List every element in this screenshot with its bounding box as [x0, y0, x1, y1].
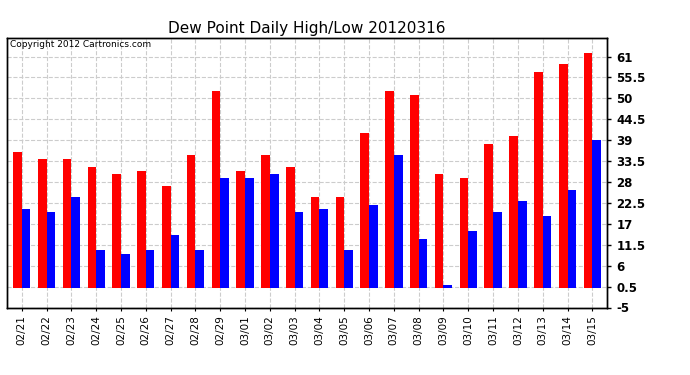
Bar [534, 72, 543, 288]
Bar [286, 167, 295, 288]
Bar [360, 133, 369, 288]
Bar [543, 216, 551, 288]
Bar [187, 155, 195, 288]
Title: Dew Point Daily High/Low 20120316: Dew Point Daily High/Low 20120316 [168, 21, 446, 36]
Bar [13, 152, 22, 288]
Bar [385, 91, 394, 288]
Bar [559, 64, 567, 288]
Bar [195, 251, 204, 288]
Bar [237, 171, 245, 288]
Bar [310, 197, 319, 288]
Bar [518, 201, 526, 288]
Bar [170, 235, 179, 288]
Bar [137, 171, 146, 288]
Bar [112, 174, 121, 288]
Bar [295, 212, 304, 288]
Bar [71, 197, 80, 288]
Bar [121, 254, 130, 288]
Bar [435, 174, 444, 288]
Bar [584, 53, 592, 288]
Bar [394, 155, 402, 288]
Bar [162, 186, 170, 288]
Bar [319, 209, 328, 288]
Bar [220, 178, 229, 288]
Bar [567, 190, 576, 288]
Bar [444, 285, 452, 288]
Bar [88, 167, 96, 288]
Bar [419, 239, 427, 288]
Bar [493, 212, 502, 288]
Bar [22, 209, 30, 288]
Bar [369, 205, 377, 288]
Bar [344, 251, 353, 288]
Text: Copyright 2012 Cartronics.com: Copyright 2012 Cartronics.com [10, 40, 151, 49]
Bar [460, 178, 469, 288]
Bar [63, 159, 71, 288]
Bar [96, 251, 105, 288]
Bar [270, 174, 279, 288]
Bar [469, 231, 477, 288]
Bar [592, 140, 601, 288]
Bar [484, 144, 493, 288]
Bar [47, 212, 55, 288]
Bar [410, 94, 419, 288]
Bar [38, 159, 47, 288]
Bar [146, 251, 155, 288]
Bar [212, 91, 220, 288]
Bar [335, 197, 344, 288]
Bar [261, 155, 270, 288]
Bar [245, 178, 254, 288]
Bar [509, 136, 518, 288]
